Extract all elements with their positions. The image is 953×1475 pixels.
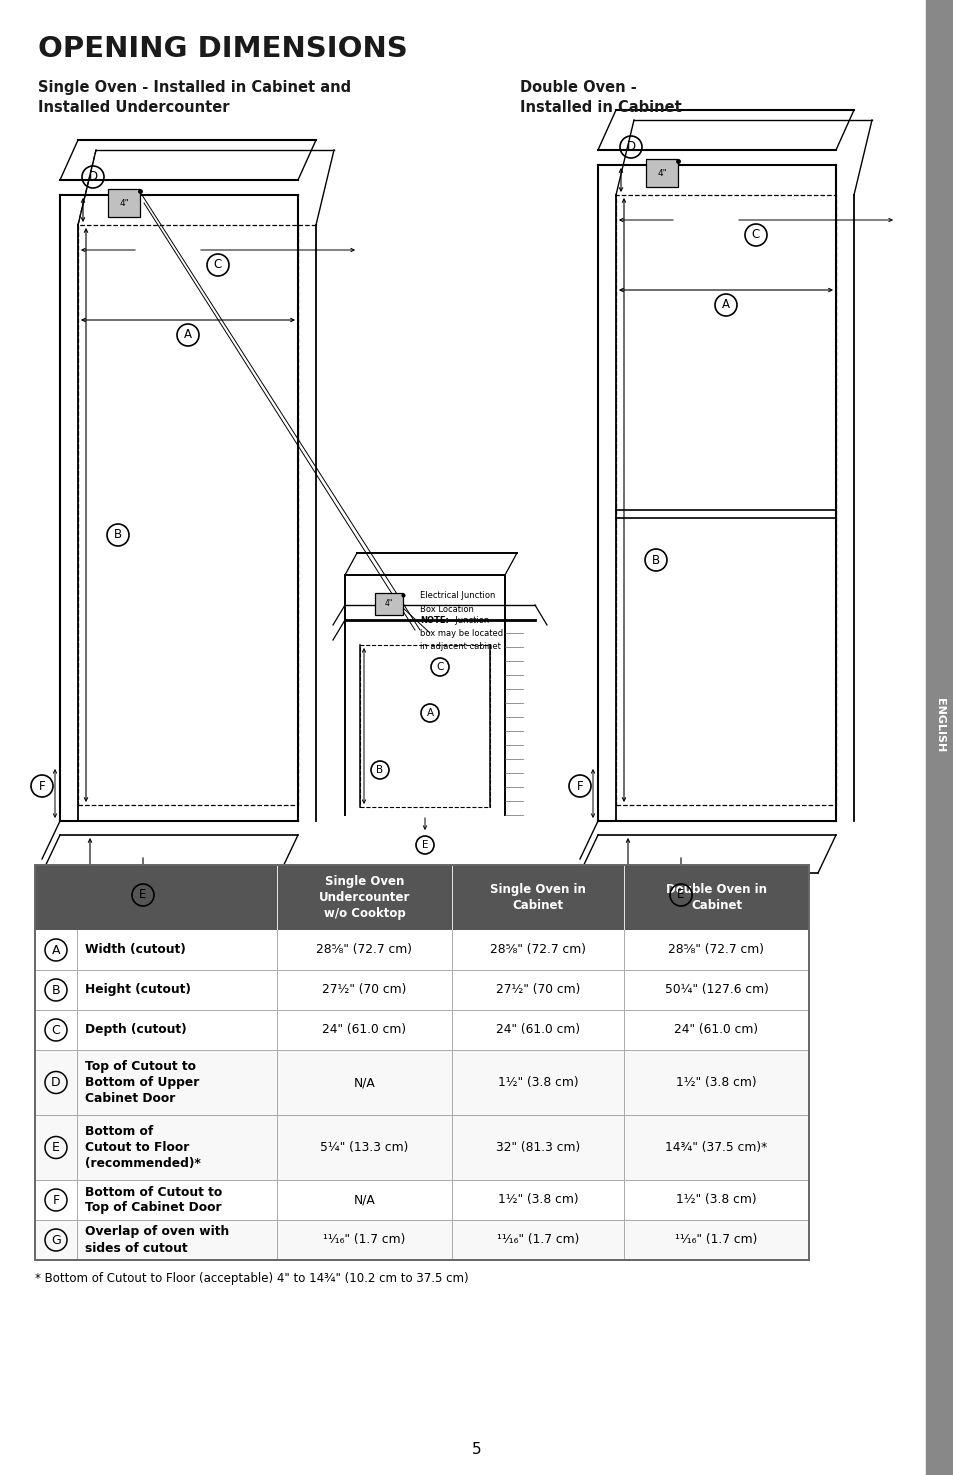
Text: NOTE:: NOTE: [419,617,449,625]
Bar [616,195,835,805]
Text: OPENING DIMENSIONS: OPENING DIMENSIONS [38,35,407,63]
Text: B: B [376,766,383,774]
Text: D: D [626,140,635,153]
Text: Box Location: Box Location [419,605,474,614]
Text: 24" (61.0 cm): 24" (61.0 cm) [322,1024,406,1037]
Text: Width (cutout): Width (cutout) [85,944,186,956]
Text: Overlap of oven with
sides of cutout: Overlap of oven with sides of cutout [85,1226,229,1255]
Text: 4": 4" [119,199,129,208]
Text: 1½" (3.8 cm): 1½" (3.8 cm) [676,1193,756,1207]
Text: 4": 4" [657,168,666,177]
Text: F: F [576,779,582,792]
Bar [78,226,297,805]
Text: C: C [51,1024,60,1037]
Bar [35,864,808,1260]
Text: N/A: N/A [354,1193,375,1207]
Text: C: C [213,258,222,271]
Bar [359,645,490,807]
Text: C: C [751,229,760,242]
Text: ¹¹⁄₁₆" (1.7 cm): ¹¹⁄₁₆" (1.7 cm) [323,1233,405,1246]
Text: 1½" (3.8 cm): 1½" (3.8 cm) [676,1075,756,1089]
Bar [35,1050,808,1115]
Text: Single Oven in
Cabinet: Single Oven in Cabinet [490,882,585,912]
Text: C: C [436,662,443,673]
Bar [375,593,402,615]
Text: B: B [113,528,122,541]
Text: A: A [51,944,60,956]
Bar [35,864,808,931]
Text: E: E [421,839,428,850]
Text: in adjacent cabinet: in adjacent cabinet [419,642,500,650]
Text: * Bottom of Cutout to Floor (acceptable) 4" to 14¾" (10.2 cm to 37.5 cm): * Bottom of Cutout to Floor (acceptable)… [35,1271,468,1285]
Bar [645,159,678,187]
Text: 24" (61.0 cm): 24" (61.0 cm) [496,1024,579,1037]
Text: 24" (61.0 cm): 24" (61.0 cm) [674,1024,758,1037]
Text: Junction: Junction [450,617,489,625]
Bar [35,931,808,971]
Text: 27½" (70 cm): 27½" (70 cm) [322,984,406,997]
Text: N/A: N/A [354,1075,375,1089]
Text: A: A [184,329,192,342]
Text: Single Oven
Undercounter
w/o Cooktop: Single Oven Undercounter w/o Cooktop [318,875,410,920]
Text: G: G [51,1233,61,1246]
Text: D: D [89,171,97,183]
Text: 4": 4" [384,599,393,609]
Text: 5¼" (13.3 cm): 5¼" (13.3 cm) [320,1142,408,1153]
Bar [35,1010,808,1050]
Text: ¹¹⁄₁₆" (1.7 cm): ¹¹⁄₁₆" (1.7 cm) [497,1233,578,1246]
Text: 14¾" (37.5 cm)*: 14¾" (37.5 cm)* [664,1142,767,1153]
Text: 28⁵⁄₈" (72.7 cm): 28⁵⁄₈" (72.7 cm) [316,944,412,956]
Bar [35,1180,808,1220]
Text: F: F [52,1193,59,1207]
Text: Double Oven -
Installed in Cabinet: Double Oven - Installed in Cabinet [519,80,681,115]
Text: 50¼" (127.6 cm): 50¼" (127.6 cm) [664,984,767,997]
Text: E: E [52,1142,60,1153]
Text: Depth (cutout): Depth (cutout) [85,1024,187,1037]
Text: B: B [51,984,60,997]
Text: 32" (81.3 cm): 32" (81.3 cm) [496,1142,579,1153]
Text: Bottom of
Cutout to Floor
(recommended)*: Bottom of Cutout to Floor (recommended)* [85,1125,201,1170]
Text: 27½" (70 cm): 27½" (70 cm) [496,984,579,997]
Text: E: E [139,888,147,901]
Text: 1½" (3.8 cm): 1½" (3.8 cm) [497,1075,578,1089]
Text: E: E [677,888,684,901]
Text: Top of Cutout to
Bottom of Upper
Cabinet Door: Top of Cutout to Bottom of Upper Cabinet… [85,1061,199,1105]
Bar [925,0,953,1475]
Bar [35,971,808,1010]
Text: B: B [651,553,659,566]
Text: A: A [426,708,433,718]
Text: 1½" (3.8 cm): 1½" (3.8 cm) [497,1193,578,1207]
Text: ENGLISH: ENGLISH [934,698,944,752]
Text: Height (cutout): Height (cutout) [85,984,191,997]
Text: box may be located: box may be located [419,628,502,639]
Text: 5: 5 [472,1443,481,1457]
Text: D: D [51,1075,61,1089]
Text: ¹¹⁄₁₆" (1.7 cm): ¹¹⁄₁₆" (1.7 cm) [675,1233,757,1246]
Text: Single Oven - Installed in Cabinet and
Installed Undercounter: Single Oven - Installed in Cabinet and I… [38,80,351,115]
Text: F: F [39,779,45,792]
Bar [108,189,140,217]
Bar [35,1220,808,1260]
Text: Double Oven in
Cabinet: Double Oven in Cabinet [665,882,766,912]
Text: 28⁵⁄₈" (72.7 cm): 28⁵⁄₈" (72.7 cm) [668,944,763,956]
Text: Electrical Junction: Electrical Junction [419,591,495,600]
Text: Bottom of Cutout to
Top of Cabinet Door: Bottom of Cutout to Top of Cabinet Door [85,1186,222,1214]
Text: 28⁵⁄₈" (72.7 cm): 28⁵⁄₈" (72.7 cm) [490,944,585,956]
Text: A: A [721,298,729,311]
Bar [35,1115,808,1180]
